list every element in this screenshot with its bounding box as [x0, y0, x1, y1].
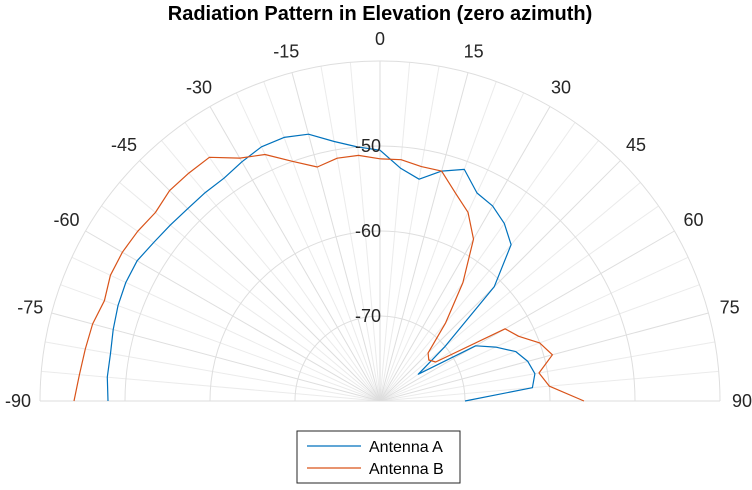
- r-tick-label: -70: [355, 306, 381, 326]
- grid-spoke-minor: [184, 122, 381, 402]
- theta-tick-label: 30: [551, 78, 571, 98]
- r-tick-label: -50: [355, 136, 381, 156]
- grid-spoke-minor: [45, 341, 381, 402]
- theta-tick-label: 60: [683, 210, 703, 230]
- series-line-antenna-b: [73, 153, 585, 402]
- grid-spoke: [379, 106, 551, 402]
- grid-spoke-minor: [379, 122, 576, 402]
- grid-spoke-minor: [379, 257, 689, 402]
- grid-spoke: [379, 72, 469, 402]
- chart-title: Radiation Pattern in Elevation (zero azi…: [168, 3, 593, 25]
- theta-tick-label: 75: [720, 297, 740, 317]
- theta-tick-label: 15: [464, 41, 484, 61]
- grid-spoke: [209, 106, 381, 402]
- grid-spoke-minor: [41, 370, 381, 402]
- grid-spoke-minor: [379, 66, 440, 402]
- legend-label-antenna-b: Antenna B: [369, 461, 444, 478]
- grid-spoke-minor: [101, 205, 381, 402]
- grid-spoke-minor: [379, 182, 641, 402]
- r-tick-label: -60: [355, 221, 381, 241]
- grid-spoke-minor: [379, 140, 599, 402]
- theta-tick-label: 45: [626, 135, 646, 155]
- grid-spoke-minor: [379, 205, 659, 402]
- grid-spoke-minor: [379, 341, 715, 402]
- grid-spoke-minor: [379, 62, 411, 402]
- grid-spoke: [85, 230, 381, 402]
- grid-spoke-minor: [349, 62, 381, 402]
- grid-spoke-minor: [236, 92, 381, 402]
- series-line-antenna-a: [106, 133, 536, 402]
- theta-tick-label: 0: [375, 29, 385, 49]
- grid-spoke: [51, 312, 381, 402]
- grid-spoke-minor: [379, 81, 497, 402]
- grid-spoke-minor: [71, 257, 381, 402]
- grid-spoke: [139, 160, 381, 402]
- series-layer: [73, 133, 585, 402]
- grid-spoke: [379, 230, 675, 402]
- legend: Antenna A Antenna B: [296, 430, 461, 484]
- legend-box: [296, 430, 461, 484]
- grid-spoke-minor: [379, 92, 524, 402]
- theta-tick-label: -45: [111, 135, 137, 155]
- legend-label-antenna-a: Antenna A: [369, 439, 443, 456]
- theta-tick-label: -30: [186, 78, 212, 98]
- grid-spoke-minor: [263, 81, 381, 402]
- grid-spoke-minor: [60, 284, 381, 402]
- theta-tick-label: -75: [17, 297, 43, 317]
- grid-spoke-minor: [161, 140, 381, 402]
- grid-spoke: [379, 312, 709, 402]
- polar-grid: [39, 60, 721, 402]
- grid-spoke-minor: [119, 182, 381, 402]
- grid-spoke-minor: [320, 66, 381, 402]
- theta-tick-label: 90: [732, 391, 752, 411]
- grid-spoke: [379, 160, 621, 402]
- grid-spoke: [291, 72, 381, 402]
- theta-tick-label: -15: [273, 41, 299, 61]
- theta-tick-label: -60: [53, 210, 79, 230]
- theta-tick-label: -90: [5, 391, 31, 411]
- tick-labels: -90 -75 -60 -45 -30 -15 0 15 30 45 60 75 90 -70 -60 -50: [5, 29, 752, 411]
